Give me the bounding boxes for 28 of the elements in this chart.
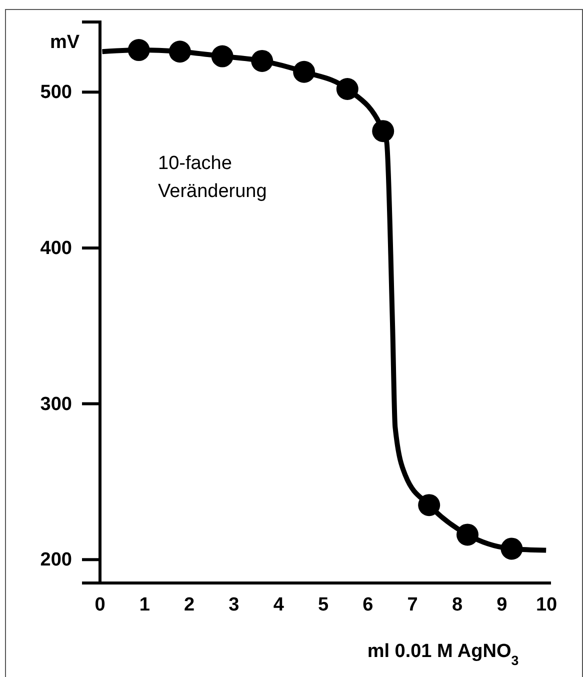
- x-tick-label: 8: [452, 594, 463, 616]
- point: [336, 78, 358, 100]
- x-axis-title: ml 0.01 M AgNO$_{3}$: [367, 641, 519, 668]
- x-tick-label: 9: [496, 594, 508, 616]
- x-tick-label: 6: [362, 594, 374, 616]
- x-tick-label: 5: [318, 594, 329, 616]
- y-axis-title: mV: [50, 32, 80, 53]
- annotation: 10-fache Veränderung: [158, 153, 267, 202]
- point: [418, 494, 440, 516]
- x-tick-label: 4: [273, 594, 284, 616]
- point: [293, 60, 316, 83]
- x-tick-label: 2: [184, 594, 195, 616]
- point: [500, 538, 523, 560]
- y-tick-label: 300: [40, 394, 72, 415]
- x-tick-label: 1: [139, 594, 150, 616]
- y-tick-label: 200: [40, 550, 72, 571]
- point: [456, 524, 478, 546]
- x-tick-label: 0: [94, 594, 106, 616]
- point: [211, 45, 234, 68]
- x-tick-label: 3: [228, 594, 240, 616]
- y-tick-label: 400: [40, 238, 72, 260]
- point: [372, 120, 394, 142]
- x-tick-label: 10: [536, 594, 558, 616]
- point: [168, 40, 191, 63]
- point: [128, 39, 150, 62]
- point: [251, 50, 274, 72]
- y-tick-label: 500: [40, 82, 72, 104]
- x-tick-label: 7: [407, 594, 418, 616]
